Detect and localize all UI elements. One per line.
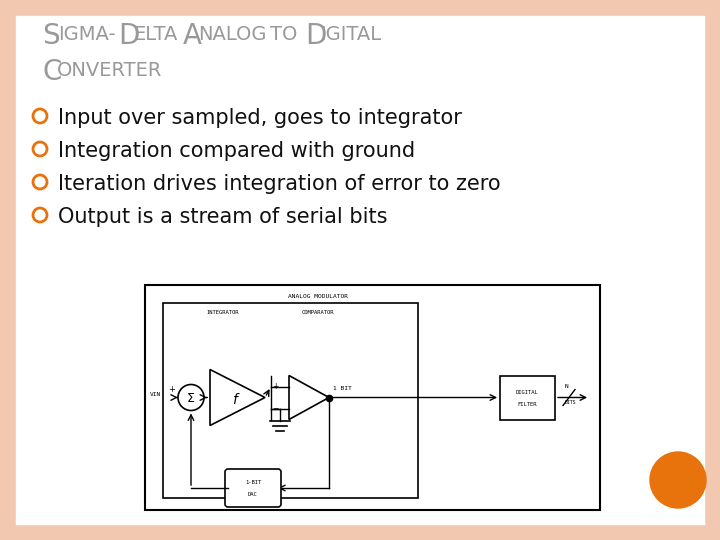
Text: IGITAL: IGITAL [320, 25, 381, 44]
Text: D: D [118, 22, 140, 50]
Bar [145, 285, 600, 510]
Text: A: A [183, 22, 202, 50]
Text: VIN: VIN [150, 392, 161, 397]
Text: TO: TO [270, 25, 297, 44]
Text: ANALOG MODULATOR: ANALOG MODULATOR [288, 294, 348, 299]
Text: DAC: DAC [248, 492, 258, 497]
Text: INTEGRATOR: INTEGRATOR [207, 310, 239, 315]
Text: ELTA: ELTA [133, 25, 177, 44]
Text: 1-BIT: 1-BIT [245, 481, 261, 485]
Text: N: N [565, 383, 569, 388]
Text: 1 BIT: 1 BIT [333, 386, 352, 390]
Text: IGMA-: IGMA- [58, 25, 116, 44]
Text: Output is a stream of serial bits: Output is a stream of serial bits [58, 207, 387, 227]
Text: Input over sampled, goes to integrator: Input over sampled, goes to integrator [58, 108, 462, 128]
Text: BITS: BITS [565, 400, 577, 404]
Text: NALOG: NALOG [198, 25, 266, 44]
Text: Integration compared with ground: Integration compared with ground [58, 141, 415, 161]
Text: Σ: Σ [187, 392, 195, 405]
Text: +: + [272, 382, 278, 391]
FancyBboxPatch shape [225, 469, 281, 507]
Text: Iteration drives integration of error to zero: Iteration drives integration of error to… [58, 174, 500, 194]
Text: D: D [305, 22, 326, 50]
Bar [500, 375, 555, 420]
Polygon shape [210, 369, 265, 426]
Text: +: + [168, 385, 176, 394]
Text: −: − [272, 404, 278, 413]
Circle shape [650, 452, 706, 508]
Text: f: f [232, 393, 237, 407]
Text: C: C [42, 58, 61, 86]
Text: COMPARATOR: COMPARATOR [302, 310, 334, 315]
Circle shape [178, 384, 204, 410]
Text: FILTER: FILTER [518, 402, 537, 407]
Text: DIGITAL: DIGITAL [516, 390, 539, 395]
Bar [163, 303, 418, 498]
Text: ONVERTER: ONVERTER [57, 61, 163, 80]
Text: S: S [42, 22, 60, 50]
Polygon shape [289, 375, 329, 420]
